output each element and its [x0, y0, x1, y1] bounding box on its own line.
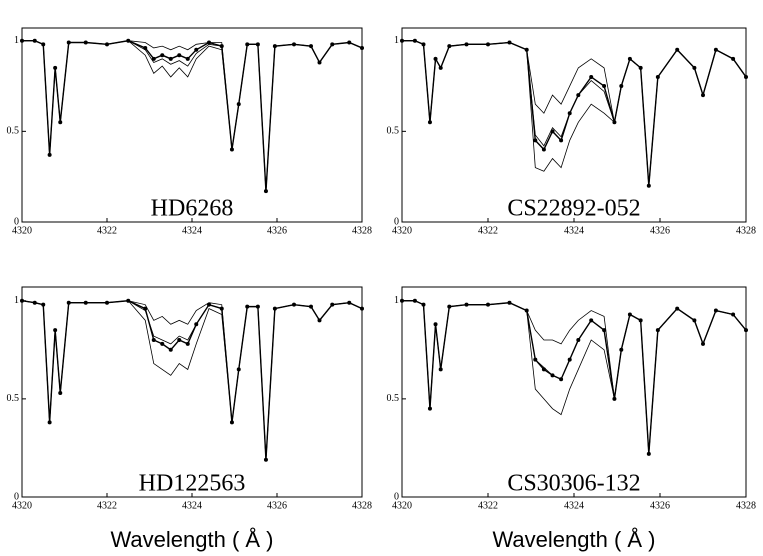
panel-title: CS22892-052: [507, 196, 640, 222]
x-tick-label: 4326: [650, 225, 670, 236]
x-tick-label: 4320: [12, 500, 32, 511]
model-line: [22, 40, 363, 192]
model-line: [402, 300, 747, 454]
observed-point: [185, 56, 190, 61]
y-tick-label: 1: [14, 35, 19, 46]
x-tick-label: 4326: [650, 500, 670, 511]
model-line: [21, 300, 363, 460]
observed-line: [402, 300, 747, 454]
model-line: [21, 300, 363, 460]
panel-title: HD122563: [139, 471, 246, 497]
x-tick-label: 4328: [352, 225, 372, 236]
x-tick-label: 4324: [564, 225, 584, 236]
plot-frame: [21, 27, 363, 223]
model-line: [402, 300, 747, 454]
y-tick-label: 0.5: [7, 393, 20, 404]
observed-point: [602, 84, 607, 89]
plot-frame: [401, 27, 747, 223]
x-tick-label: 4322: [97, 500, 117, 511]
observed-point: [559, 138, 564, 143]
x-tick-label: 4328: [736, 225, 756, 236]
observed-point: [168, 347, 173, 352]
y-tick-label: 0.5: [387, 393, 400, 404]
x-tick-label: 4326: [267, 225, 287, 236]
y-tick-label: 0: [394, 216, 399, 227]
observed-point: [177, 53, 182, 58]
observed-point: [168, 56, 173, 61]
model-line: [402, 40, 747, 186]
panel-title: HD6268: [151, 196, 234, 222]
x-tick-label: 4322: [97, 225, 117, 236]
observed-point: [541, 367, 546, 372]
y-tick-label: 1: [394, 295, 399, 306]
x-axis-label: Wavelength ( Å ): [492, 527, 655, 552]
model-line: [22, 40, 363, 192]
observed-point: [160, 53, 165, 58]
x-tick-label: 4328: [352, 500, 372, 511]
y-tick-label: 0: [14, 491, 19, 502]
observed-point: [160, 341, 165, 346]
x-tick-label: 4324: [182, 225, 202, 236]
x-tick-label: 4324: [564, 500, 584, 511]
observed-point: [194, 47, 199, 52]
observed-point: [541, 147, 546, 152]
x-tick-label: 4320: [12, 225, 32, 236]
observed-point: [177, 337, 182, 342]
y-tick-label: 0.5: [7, 126, 20, 137]
observed-line: [402, 39, 747, 186]
panel-title: CS30306-132: [507, 471, 640, 497]
model-line: [402, 300, 747, 454]
y-tick-label: 0: [394, 491, 399, 502]
model-line: [402, 40, 747, 186]
y-tick-label: 1: [394, 35, 399, 46]
x-tick-label: 4322: [478, 225, 498, 236]
observed-point: [185, 341, 190, 346]
x-tick-label: 4320: [392, 500, 412, 511]
x-axis-label: Wavelength ( Å ): [110, 527, 273, 552]
x-tick-label: 4326: [267, 500, 287, 511]
model-line: [402, 40, 747, 186]
model-line: [21, 300, 363, 460]
observed-point: [589, 74, 594, 79]
plot-frame: [21, 286, 363, 498]
x-tick-label: 4328: [736, 500, 756, 511]
y-tick-label: 0: [14, 216, 19, 227]
observed-point: [151, 337, 156, 342]
x-tick-label: 4322: [478, 500, 498, 511]
y-tick-label: 1: [14, 295, 19, 306]
observed-line: [21, 300, 363, 460]
observed-point: [533, 138, 538, 143]
observed-line: [22, 39, 363, 192]
x-tick-label: 4324: [182, 500, 202, 511]
model-line: [22, 40, 363, 192]
y-tick-label: 0.5: [387, 126, 400, 137]
observed-point: [151, 56, 156, 61]
x-tick-label: 4320: [392, 225, 412, 236]
